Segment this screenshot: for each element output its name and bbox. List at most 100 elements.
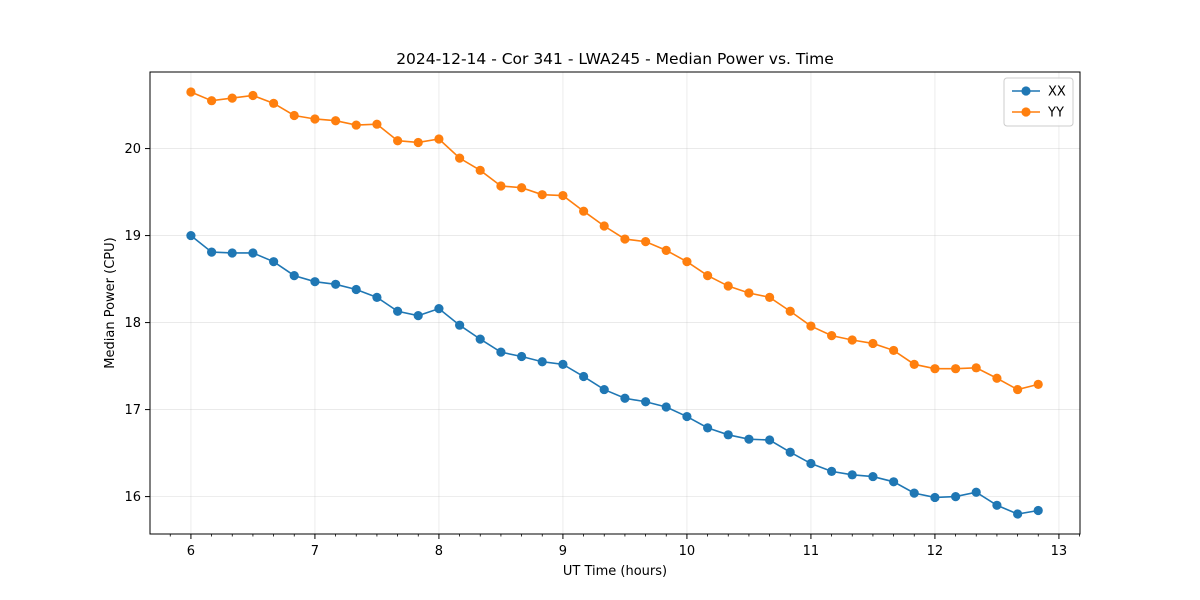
data-point-yy <box>207 96 217 106</box>
data-point-yy <box>310 114 320 124</box>
data-point-xx <box>310 277 320 287</box>
data-point-yy <box>806 321 816 331</box>
data-point-xx <box>558 359 568 369</box>
data-point-yy <box>455 153 465 163</box>
data-point-yy <box>909 359 919 369</box>
data-point-yy <box>785 306 795 316</box>
data-point-xx <box>413 311 423 321</box>
data-point-xx <box>930 492 940 503</box>
data-point-xx <box>703 423 713 433</box>
data-point-yy <box>227 93 237 103</box>
legend-marker-xx <box>1021 86 1031 96</box>
data-point-xx <box>765 435 775 445</box>
data-point-xx <box>599 384 609 395</box>
data-point-yy <box>951 364 961 374</box>
data-point-xx <box>475 334 485 344</box>
data-point-yy <box>827 331 837 341</box>
data-point-yy <box>372 119 382 129</box>
x-tick-label: 13 <box>1051 544 1068 559</box>
data-point-xx <box>434 304 444 314</box>
data-point-yy <box>682 257 692 267</box>
data-point-xx <box>372 292 382 302</box>
data-point-yy <box>765 292 775 302</box>
data-point-xx <box>889 477 899 487</box>
data-point-xx <box>992 500 1002 510</box>
data-point-yy <box>393 136 403 146</box>
data-point-xx <box>517 351 527 362</box>
chart-title: 2024-12-14 - Cor 341 - LWA245 - Median P… <box>396 50 834 68</box>
x-tick-label: 12 <box>927 544 944 559</box>
y-tick-label: 20 <box>124 142 141 157</box>
data-point-xx <box>227 248 237 258</box>
data-point-xx <box>806 458 816 469</box>
data-point-xx <box>186 230 196 241</box>
data-point-xx <box>496 347 506 357</box>
data-point-xx <box>620 393 630 403</box>
y-tick-label: 19 <box>124 229 141 244</box>
data-point-xx <box>744 434 754 444</box>
data-point-xx <box>785 447 795 457</box>
x-tick-label: 7 <box>311 544 319 559</box>
data-point-yy <box>661 245 671 255</box>
data-point-xx <box>827 466 837 476</box>
data-point-yy <box>723 281 733 291</box>
data-point-yy <box>289 110 299 121</box>
data-point-yy <box>971 363 981 373</box>
data-point-xx <box>641 397 651 407</box>
y-tick-label: 16 <box>124 490 141 505</box>
legend-marker-yy <box>1021 107 1031 117</box>
legend-label-yy: YY <box>1047 106 1064 121</box>
data-point-xx <box>269 257 279 267</box>
data-point-yy <box>1013 384 1023 395</box>
data-point-xx <box>661 402 671 412</box>
plot-frame <box>149 71 1081 535</box>
y-axis-label: Median Power (CPU) <box>103 237 118 368</box>
x-tick-label: 8 <box>435 544 443 559</box>
data-point-xx <box>971 487 981 497</box>
data-point-yy <box>930 364 940 374</box>
data-point-xx <box>331 279 341 289</box>
data-point-yy <box>475 165 485 175</box>
data-point-xx <box>723 430 733 440</box>
data-point-yy <box>868 338 878 349</box>
data-point-yy <box>517 183 527 193</box>
data-point-xx <box>682 411 692 422</box>
data-point-xx <box>393 306 403 316</box>
data-point-xx <box>1033 505 1043 516</box>
data-point-yy <box>579 206 589 216</box>
legend-label-xx: XX <box>1048 85 1066 100</box>
data-point-yy <box>558 190 568 201</box>
data-point-yy <box>537 190 547 200</box>
data-point-xx <box>951 491 961 502</box>
data-point-xx <box>537 357 547 367</box>
x-axis-label: UT Time (hours) <box>563 564 667 579</box>
data-point-yy <box>744 288 754 298</box>
data-point-xx <box>847 470 857 480</box>
data-point-yy <box>889 345 899 356</box>
data-point-xx <box>207 247 217 257</box>
data-point-yy <box>992 373 1002 383</box>
series-layer <box>186 87 1043 519</box>
y-tick-label: 18 <box>124 316 141 331</box>
data-point-yy <box>703 270 713 281</box>
data-point-yy <box>269 98 279 108</box>
data-point-xx <box>289 270 299 281</box>
data-point-yy <box>496 181 506 191</box>
legend-box <box>1003 77 1074 127</box>
x-tick-label: 6 <box>187 544 195 559</box>
x-tick-label: 9 <box>559 544 567 559</box>
data-point-yy <box>641 237 651 247</box>
data-point-yy <box>599 221 609 231</box>
data-point-yy <box>186 87 196 97</box>
data-point-yy <box>413 137 423 148</box>
data-point-yy <box>248 90 258 101</box>
data-point-yy <box>331 116 341 126</box>
data-point-xx <box>1013 509 1023 519</box>
data-point-xx <box>248 248 258 258</box>
data-point-yy <box>351 120 361 130</box>
data-point-yy <box>434 134 444 144</box>
axes: 6 7 8 9 10 11 12 13 16 17 18 19 20 <box>124 142 1080 559</box>
data-point-xx <box>455 320 465 330</box>
